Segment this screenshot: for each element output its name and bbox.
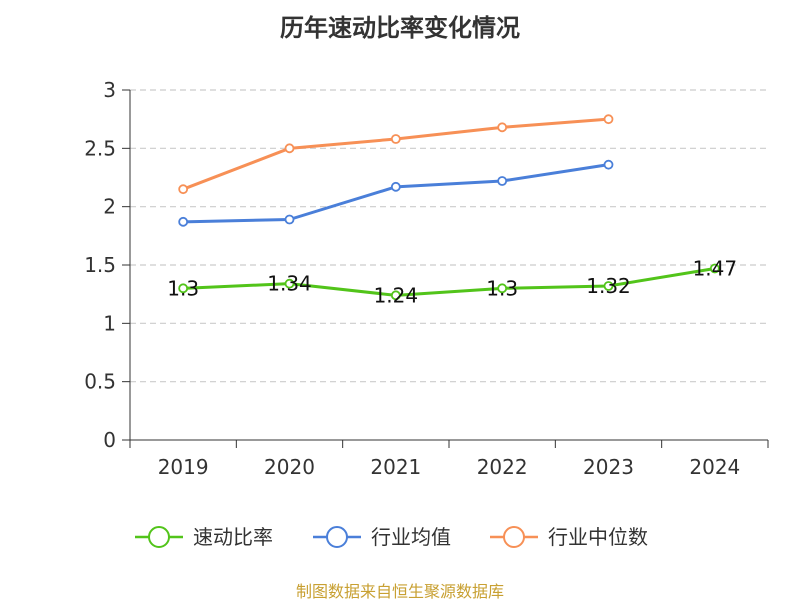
chart-title: 历年速动比率变化情况 <box>280 14 520 42</box>
data-point-2 <box>390 134 401 144</box>
data-label: 1.32 <box>586 274 631 298</box>
x-tick-label: 2022 <box>477 455 528 479</box>
data-point-0 <box>497 283 508 294</box>
data-label: 1.34 <box>267 272 312 296</box>
data-point-0 <box>178 283 189 294</box>
series-line-1 <box>183 163 609 224</box>
legend-label-1: 行业均值 <box>371 525 451 549</box>
legend-marker-2 <box>503 526 525 548</box>
y-tick-label: 2 <box>103 195 116 219</box>
data-label: 1.24 <box>374 283 419 307</box>
data-point-1 <box>284 214 295 225</box>
data-label: 1.47 <box>693 257 738 281</box>
legend-marker-1 <box>326 526 348 548</box>
data-point-1 <box>497 176 508 186</box>
data-point-1 <box>178 216 189 227</box>
x-tick-label: 2021 <box>370 455 421 479</box>
y-tick-label: 1.5 <box>84 253 116 277</box>
data-point-0 <box>603 281 614 291</box>
data-point-0 <box>284 278 295 289</box>
x-tick-label: 2023 <box>583 455 634 479</box>
x-tick-label: 2020 <box>264 455 315 479</box>
series-line-0 <box>183 267 716 297</box>
legend-marker-0 <box>148 526 170 548</box>
y-tick-label: 0.5 <box>84 370 116 394</box>
legend-label-0: 速动比率 <box>193 525 273 549</box>
x-tick-label: 2019 <box>158 455 209 479</box>
data-point-0 <box>390 290 401 301</box>
y-tick-label: 0 <box>103 428 116 452</box>
data-point-2 <box>284 143 295 154</box>
x-tick-label: 2024 <box>689 455 740 479</box>
y-tick-label: 2.5 <box>84 136 116 160</box>
legend-label-2: 行业中位数 <box>548 525 648 549</box>
data-label: 1.3 <box>486 276 518 300</box>
data-point-0 <box>709 263 720 274</box>
data-point-1 <box>390 181 401 192</box>
data-point-2 <box>178 184 189 195</box>
series-line-2 <box>182 117 609 191</box>
data-point-2 <box>497 122 508 133</box>
y-tick-label: 1 <box>103 311 116 335</box>
data-point-2 <box>603 114 614 125</box>
data-point-1 <box>603 159 614 170</box>
source-note: 制图数据来自恒生聚源数据库 <box>295 582 504 601</box>
data-label: 1.3 <box>167 276 199 300</box>
y-tick-label: 3 <box>103 78 116 102</box>
